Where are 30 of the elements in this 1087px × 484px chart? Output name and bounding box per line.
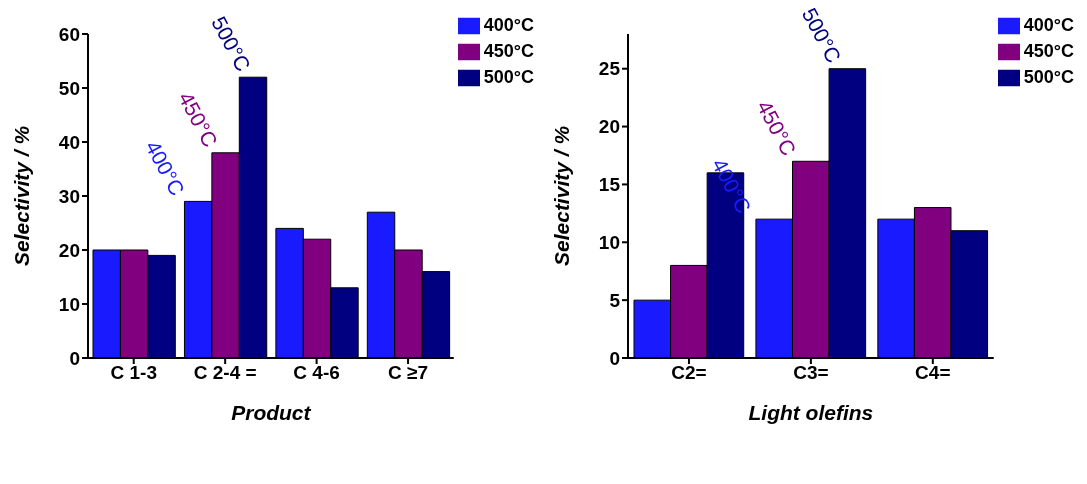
- y-tick-label: 60: [58, 23, 80, 45]
- legend-label: 500°C: [483, 67, 534, 87]
- y-tick-label: 0: [609, 347, 620, 369]
- y-tick-label: 10: [58, 293, 80, 315]
- y-tick-label: 40: [58, 131, 80, 153]
- x-tick-label: C 4-6: [293, 362, 340, 384]
- y-tick-label: 10: [598, 232, 620, 254]
- legend-label: 400°C: [1023, 15, 1074, 35]
- x-tick-label: C 2-4 =: [193, 362, 257, 384]
- x-tick-label: C ≥7: [388, 362, 429, 384]
- legend-label: 400°C: [483, 15, 534, 35]
- x-tick-label: C3=: [793, 362, 829, 384]
- y-tick-label: 15: [598, 174, 621, 196]
- y-tick-label: 30: [58, 185, 80, 207]
- legend-label: 500°C: [1023, 67, 1074, 87]
- x-tick-label: C4=: [915, 362, 951, 384]
- y-tick-label: 50: [58, 77, 80, 99]
- y-axis-title: Selectivity / %: [10, 125, 34, 266]
- y-tick-label: 5: [609, 289, 621, 311]
- y-tick-label: 20: [58, 239, 80, 261]
- x-tick-label: C2=: [671, 362, 707, 384]
- legend-label: 450°C: [1023, 41, 1074, 61]
- y-axis-title: Selectivity / %: [550, 125, 574, 266]
- x-tick-label: C 1-3: [110, 362, 157, 384]
- legend-label: 450°C: [483, 41, 534, 61]
- x-axis-title: Product: [231, 401, 312, 424]
- y-tick-label: 25: [598, 58, 621, 80]
- x-axis-title: Light olefins: [748, 401, 874, 424]
- y-tick-label: 0: [69, 347, 80, 369]
- y-tick-label: 20: [598, 116, 620, 138]
